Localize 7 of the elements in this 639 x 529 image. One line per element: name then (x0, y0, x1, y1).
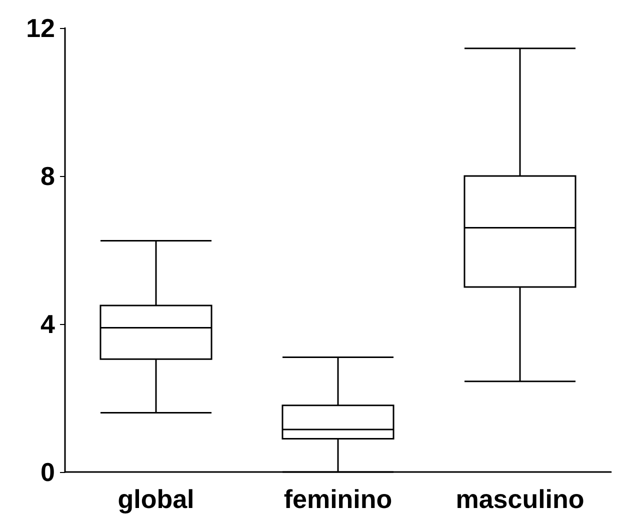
x-tick-label: global (118, 484, 194, 514)
y-tick-label: 4 (40, 309, 56, 339)
x-tick-label: feminino (284, 484, 392, 514)
y-tick-label: 0 (40, 457, 55, 487)
x-tick-label: masculino (456, 484, 584, 514)
y-tick-label: 12 (26, 13, 55, 43)
y-tick-label: 8 (40, 161, 55, 191)
